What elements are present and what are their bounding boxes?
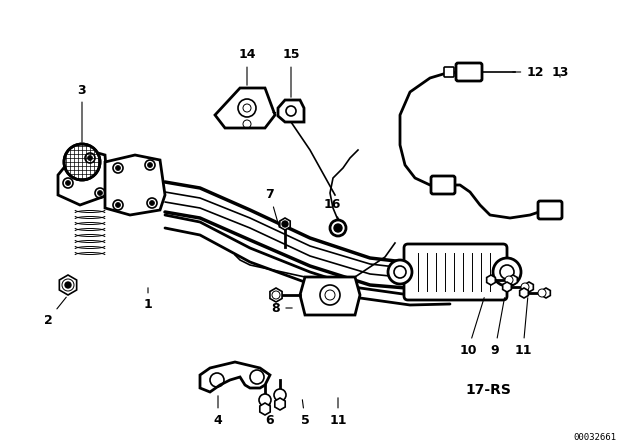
Text: 8: 8 xyxy=(272,302,292,314)
Text: 11: 11 xyxy=(515,298,532,357)
Circle shape xyxy=(388,260,412,284)
Circle shape xyxy=(274,389,286,401)
Circle shape xyxy=(97,190,102,195)
Circle shape xyxy=(115,165,120,171)
Circle shape xyxy=(521,283,529,291)
Text: 00032661: 00032661 xyxy=(573,434,616,443)
Polygon shape xyxy=(215,88,275,128)
FancyBboxPatch shape xyxy=(456,63,482,81)
Circle shape xyxy=(334,224,342,232)
FancyBboxPatch shape xyxy=(444,67,454,77)
Text: 9: 9 xyxy=(491,298,504,357)
Text: 14: 14 xyxy=(238,48,256,85)
Text: 6: 6 xyxy=(266,400,275,426)
Polygon shape xyxy=(525,282,533,292)
Polygon shape xyxy=(486,275,495,285)
Text: 4: 4 xyxy=(214,396,222,426)
Text: 1: 1 xyxy=(143,288,152,311)
Circle shape xyxy=(150,201,154,206)
Circle shape xyxy=(505,276,513,284)
Circle shape xyxy=(538,289,546,297)
Polygon shape xyxy=(60,275,77,295)
Polygon shape xyxy=(270,288,282,302)
Circle shape xyxy=(65,282,71,288)
Polygon shape xyxy=(300,277,360,315)
Circle shape xyxy=(147,163,152,168)
Polygon shape xyxy=(200,362,270,392)
Circle shape xyxy=(330,220,346,236)
Text: 3: 3 xyxy=(77,83,86,142)
Text: 10: 10 xyxy=(460,297,484,357)
Text: 13: 13 xyxy=(551,65,569,78)
Circle shape xyxy=(88,155,93,160)
Circle shape xyxy=(65,181,70,185)
Polygon shape xyxy=(509,275,517,285)
Polygon shape xyxy=(502,282,511,292)
Polygon shape xyxy=(105,155,165,215)
Text: 15: 15 xyxy=(282,48,300,97)
Polygon shape xyxy=(260,403,270,415)
Polygon shape xyxy=(520,288,529,298)
Polygon shape xyxy=(541,288,550,298)
Circle shape xyxy=(64,144,100,180)
FancyBboxPatch shape xyxy=(431,176,455,194)
Text: 5: 5 xyxy=(301,400,309,426)
Polygon shape xyxy=(278,100,304,122)
Polygon shape xyxy=(58,148,108,205)
Circle shape xyxy=(282,221,288,227)
Text: 17-RS: 17-RS xyxy=(465,383,511,397)
FancyBboxPatch shape xyxy=(404,244,507,300)
Polygon shape xyxy=(275,398,285,410)
Circle shape xyxy=(493,258,521,286)
Circle shape xyxy=(115,202,120,207)
Polygon shape xyxy=(280,218,290,230)
Text: 2: 2 xyxy=(44,297,67,327)
Text: 16: 16 xyxy=(323,198,340,220)
Text: 12: 12 xyxy=(513,65,544,78)
FancyBboxPatch shape xyxy=(538,201,562,219)
Text: 11: 11 xyxy=(329,398,347,426)
Circle shape xyxy=(259,394,271,406)
Text: 7: 7 xyxy=(266,189,279,227)
